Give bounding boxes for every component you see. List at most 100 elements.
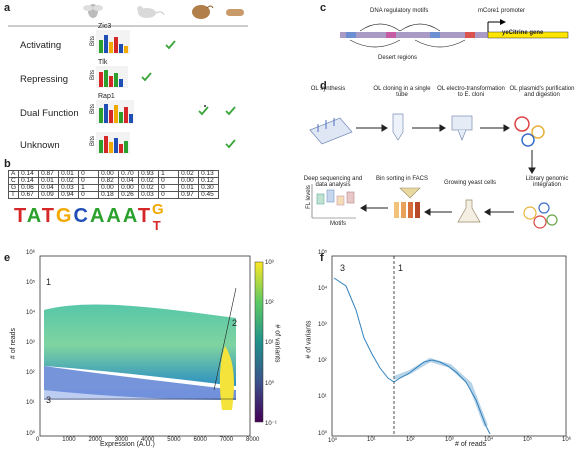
region-label-3: 3 [46, 395, 52, 405]
tick-label: 10² [406, 437, 415, 443]
bits-axis-label: Bits [90, 103, 97, 115]
pwm-base: T [7, 191, 20, 199]
colorbar-label: # of variants [273, 324, 281, 363]
tick-label: 10⁰ [328, 438, 338, 444]
pwm-cell: 0 [158, 191, 180, 199]
tick-label: 10⁰ [26, 431, 36, 437]
motif-logo-tlk [96, 66, 128, 88]
pwm-cell: 0 [78, 191, 100, 199]
tick-label: 10¹ [367, 437, 376, 443]
region-label-1: 1 [398, 263, 404, 273]
pwm-cell: 0.26 [118, 191, 140, 199]
flask-icon [457, 199, 481, 223]
fly-icon [83, 4, 103, 18]
tick-label: 7000 [219, 437, 234, 443]
pwm-row: T 0.67 0.09 0.94 0 0.18 0.26 0.03 0 0.97 0.45 [7, 191, 220, 199]
row-label-dual-function: Dual Function [20, 108, 79, 119]
consensus-letter: G [152, 201, 166, 218]
seed-icon [192, 5, 214, 19]
pwm-row: C 0.14 0.01 0.02 0 0.82 0.04 0.02 0 0.00 0.12 [7, 177, 220, 185]
consensus-letter: A [26, 205, 42, 227]
pwm-cell: 0.45 [198, 191, 220, 199]
pwm-table: A 0.14 0.87 0.01 0 0.00 0.70 0.93 1 0.02 0.13 C 0.14… [7, 170, 220, 199]
pwm-cell: 0.03 [138, 191, 160, 199]
panel-e-plot [39, 255, 264, 437]
oligo-chip-icon [309, 117, 353, 145]
pwm-cell: 0.18 [98, 191, 120, 199]
panel-f-label: f [320, 252, 324, 264]
tick-label: 8000 [246, 437, 260, 443]
tick-label: 10² [26, 370, 35, 376]
tube-icon [392, 113, 404, 141]
y-axis-label-reads: # of reads [10, 327, 18, 360]
tick-label: 10³ [445, 437, 454, 443]
panel-f-plot [331, 255, 567, 437]
panel-a-graphic [8, 4, 248, 154]
check-icon [225, 106, 236, 116]
motif-logo-zic3 [96, 30, 130, 54]
plasmid-icon [514, 116, 545, 147]
consensus-letter: T [41, 205, 56, 227]
tick-label: 5000 [167, 437, 181, 443]
tick-label: 10¹ [265, 340, 274, 346]
bits-axis-label: Bits [90, 35, 97, 47]
inset-xlabel: Motifs [330, 221, 347, 227]
tick-label: 10² [265, 300, 274, 306]
step-ol-cloning: OL cloning in a single tube [373, 86, 431, 98]
consensus-letter: A [106, 205, 123, 227]
tick-label: 10⁵ [318, 250, 328, 256]
consensus-letter: T [14, 205, 27, 227]
tick-label: 10⁰ [265, 381, 275, 387]
dna-motifs-label: DNA regulatory motifs [370, 8, 429, 14]
genome-icon [523, 202, 558, 229]
pwm-row: A 0.14 0.87 0.01 0 0.00 0.70 0.93 1 0.02 0.13 [7, 170, 220, 178]
panel-d-graphic [309, 113, 558, 229]
row-label-unknown: Unknown [20, 140, 60, 151]
tick-label: 10⁶ [562, 437, 572, 443]
consensus-letter: T [152, 218, 163, 233]
consensus-letter: T [137, 205, 153, 227]
check-icon [165, 40, 176, 50]
region-label-3: 3 [340, 263, 346, 273]
step-plasmid-purification: OL plasmid's purification and digestion [509, 86, 575, 98]
panel-a-label: a [4, 2, 11, 14]
tick-label: 10⁵ [523, 437, 533, 443]
region-label-1: 1 [46, 277, 52, 287]
consensus-motif: TATGCAAATGT [14, 201, 176, 233]
pwm-cell: 0.97 [178, 191, 200, 199]
gene-label: yeCitrine gene [502, 30, 544, 36]
tick-label: 10⁴ [318, 286, 328, 292]
consensus-letter: G [55, 205, 74, 227]
tick-label: 6000 [193, 437, 207, 443]
panel-c-label: c [320, 2, 327, 14]
x-axis-label-reads: # of reads [455, 441, 487, 448]
tick-label: 10⁵ [26, 280, 36, 286]
step-growing-yeast: Growing yeast cells [443, 180, 497, 186]
motif-name-tlk: Tlk [98, 59, 108, 66]
promoter-label: mCore1 promoter [478, 8, 526, 14]
consensus-letter: C [73, 205, 90, 227]
panel-d-label: d [320, 80, 327, 92]
pwm-cell: 0.67 [18, 191, 40, 199]
consensus-letter: A [122, 205, 138, 227]
facs-tubes-icon [394, 187, 421, 218]
step-bin-sorting: Bin sorting in FACS [375, 176, 429, 182]
step-deep-sequencing: Deep sequencing and data analysis [303, 176, 363, 188]
tick-label: 4000 [141, 437, 155, 443]
cuvette-icon [451, 115, 473, 141]
bacterium-icon [226, 9, 244, 16]
motif-logo-unknown [96, 132, 130, 154]
panel-c-graphic [340, 19, 569, 48]
mouse-icon [137, 6, 165, 18]
tick-label: 2000 [88, 437, 102, 443]
panel-b-label: b [4, 158, 11, 170]
row-label-repressing: Repressing [20, 74, 69, 85]
step-ol-synthesis: OL synthesis [310, 86, 346, 92]
bits-axis-label: Bits [90, 135, 97, 147]
row-label-activating: Activating [20, 40, 62, 51]
step-genomic-integration: Library genomic integration [525, 176, 569, 188]
tick-label: 10⁻¹ [265, 421, 277, 427]
motif-name-rap1: Rap1 [98, 93, 115, 100]
tick-label: 10² [318, 358, 327, 364]
tick-label: 10⁰ [318, 431, 328, 437]
